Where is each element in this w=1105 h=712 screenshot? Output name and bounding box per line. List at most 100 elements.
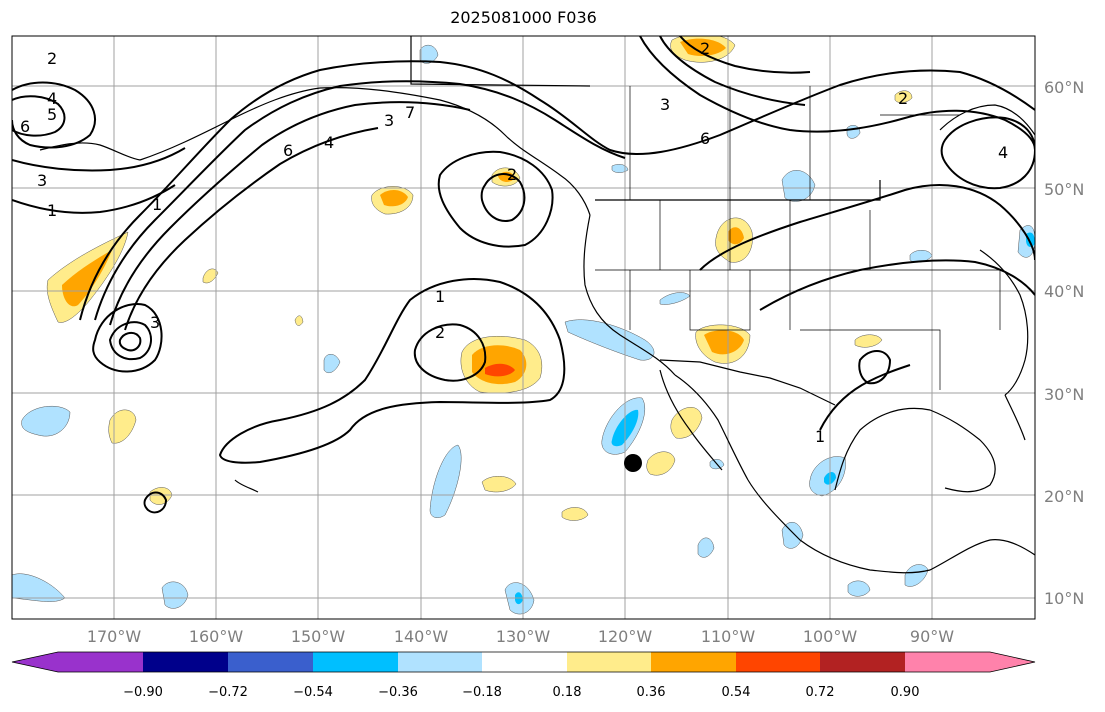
lat-label: 50°N <box>1044 180 1084 199</box>
colorbar-segment <box>228 652 313 672</box>
lat-label: 20°N <box>1044 487 1084 506</box>
contour-label: 3 <box>150 313 160 332</box>
coast-hudson <box>939 104 1035 136</box>
contour-label: 4 <box>47 89 57 108</box>
colorbar-segment <box>12 652 143 672</box>
border-us-mexico <box>659 359 836 406</box>
coast-florida <box>1004 394 1026 441</box>
warm-anomaly-small-2 <box>561 507 589 521</box>
colorbar-segment <box>143 652 228 672</box>
lon-label: 100°W <box>803 627 858 646</box>
warm-anomaly-small-1 <box>481 476 517 493</box>
cool-anomaly-small-7 <box>419 44 439 64</box>
warm-anomaly-pacific-max <box>485 363 515 377</box>
contour-label: 3 <box>384 111 394 130</box>
colorbar-tick-label: −0.90 <box>123 685 163 700</box>
provinces <box>629 86 960 200</box>
contour-small-loop <box>143 491 168 514</box>
coast-mexico <box>747 479 1035 574</box>
contour-label: 4 <box>324 133 334 152</box>
cool-anomaly-california <box>564 319 655 361</box>
colorbar-segment <box>651 652 736 672</box>
contour-label: 1 <box>815 427 825 446</box>
lon-label: 140°W <box>394 627 449 646</box>
lat-label: 40°N <box>1044 282 1084 301</box>
contour-west-low-4 <box>12 184 176 214</box>
colorbar-outline <box>11 651 1036 673</box>
colorbar-segment <box>820 652 905 672</box>
colorbar-tick-label: −0.72 <box>208 685 248 700</box>
border-alaska <box>410 36 591 87</box>
contour-low-center-3 <box>118 332 142 352</box>
contour-aleutian-low-3 <box>109 101 471 326</box>
coast-baja <box>659 369 749 481</box>
map-frame <box>11 35 1036 620</box>
lon-label: 120°W <box>598 627 653 646</box>
contour-west-low <box>12 81 96 149</box>
contour-bc-inner <box>480 173 526 222</box>
contour-west-low-3 <box>12 147 186 172</box>
contour-label: 2 <box>507 165 517 184</box>
contour-label: 5 <box>47 105 57 124</box>
warm-anomaly-small-6 <box>202 268 219 284</box>
lat-label: 10°N <box>1044 589 1084 608</box>
colorbar-tick-label: 0.72 <box>806 685 835 700</box>
contour-label: 7 <box>405 103 415 122</box>
contour-east-trough-2 <box>759 259 1035 311</box>
cool-anomaly-small-3 <box>697 537 715 558</box>
colorbar-tick-label: −0.18 <box>462 685 502 700</box>
lon-label: 110°W <box>701 627 756 646</box>
warm-anomaly-baja <box>670 407 703 439</box>
warm-anomaly-west-core <box>62 250 112 307</box>
cool-anomaly-small-11 <box>611 164 629 173</box>
colorbar-segment <box>482 652 567 672</box>
contour-label: 4 <box>998 143 1008 162</box>
warm-anomaly-small-8 <box>894 90 913 103</box>
border-us-canada <box>595 180 881 201</box>
contour-label: 3 <box>660 95 670 114</box>
coastlines <box>39 36 1035 574</box>
cool-anomaly-south-pacific <box>429 444 462 518</box>
coast-hawaii <box>234 479 259 493</box>
colorbar-segment <box>567 652 651 672</box>
contour-north-trough-1 <box>639 36 1035 151</box>
contour-lines <box>12 36 1035 514</box>
warm-anomaly-small-3 <box>108 409 137 444</box>
colorbar-tick-label: −0.36 <box>378 685 418 700</box>
colorbar-segment <box>736 652 820 672</box>
states-central <box>800 210 1001 390</box>
contour-label: 1 <box>435 287 445 306</box>
colorbar-segment <box>398 652 482 672</box>
contour-label: 6 <box>700 129 710 148</box>
graticule <box>12 36 1035 619</box>
contour-pacific-high-1 <box>218 278 566 464</box>
contour-small-loop-2 <box>858 350 892 385</box>
warm-anomaly-small-7 <box>294 315 304 326</box>
coast-west-us <box>583 214 676 376</box>
warm-anomaly-gulf-alaska-core <box>380 189 408 207</box>
colorbar-segment <box>905 652 1035 672</box>
contour-low-center-2 <box>108 321 152 360</box>
warm-anomaly-small-5 <box>854 334 883 348</box>
cool-anomaly-west-sub <box>21 405 71 437</box>
coast-aleutians <box>39 142 141 161</box>
storm-center-dot <box>624 454 642 472</box>
contour-low-center-1 <box>92 303 163 373</box>
lon-label: 160°W <box>189 627 244 646</box>
colorbar-tick-label: 0.54 <box>722 685 751 700</box>
lon-label: 130°W <box>496 627 551 646</box>
contour-hudson-loop <box>940 116 1035 190</box>
contour-north-trough-2 <box>659 36 806 106</box>
contour-aleutian-low-4 <box>124 127 379 331</box>
contour-bc-ridge <box>437 150 554 248</box>
warm-anomaly-mexico-coast <box>646 451 676 476</box>
cool-anomaly-small-6 <box>847 580 871 597</box>
warm-anomaly-southwest-core <box>704 330 744 355</box>
contour-north-trough-3 <box>679 36 811 74</box>
colorbar-tick-label: 0.36 <box>637 685 666 700</box>
contour-south-central <box>819 364 911 431</box>
colorbar-tick-label: 0.90 <box>891 685 920 700</box>
cool-anomaly-small-1 <box>323 354 341 373</box>
lon-label: 170°W <box>87 627 142 646</box>
